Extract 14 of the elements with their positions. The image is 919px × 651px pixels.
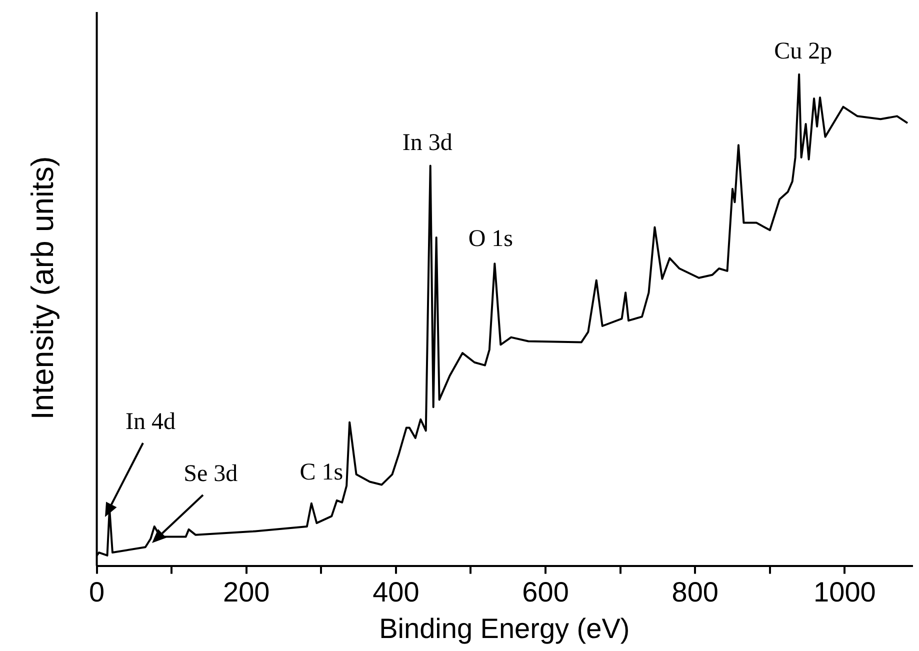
x-tick-label: 1000 <box>814 576 876 608</box>
annotation: In 3d <box>402 130 452 156</box>
annotation: C 1s <box>300 460 344 486</box>
x-tick-label: 800 <box>672 576 718 608</box>
annotation: O 1s <box>468 226 514 252</box>
annotation: Cu 2p <box>774 38 832 65</box>
x-axis-title: Binding Energy (eV) <box>379 612 630 644</box>
x-tick-label: 0 <box>88 576 105 608</box>
annotation: In 4d <box>126 409 176 436</box>
annotation: Se 3d <box>184 461 238 488</box>
x-tick-label: 600 <box>522 576 569 608</box>
x-tick-label: 400 <box>372 576 420 608</box>
y-axis-title: Intensity (arb units) <box>25 156 61 420</box>
x-tick-label: 200 <box>223 576 270 608</box>
